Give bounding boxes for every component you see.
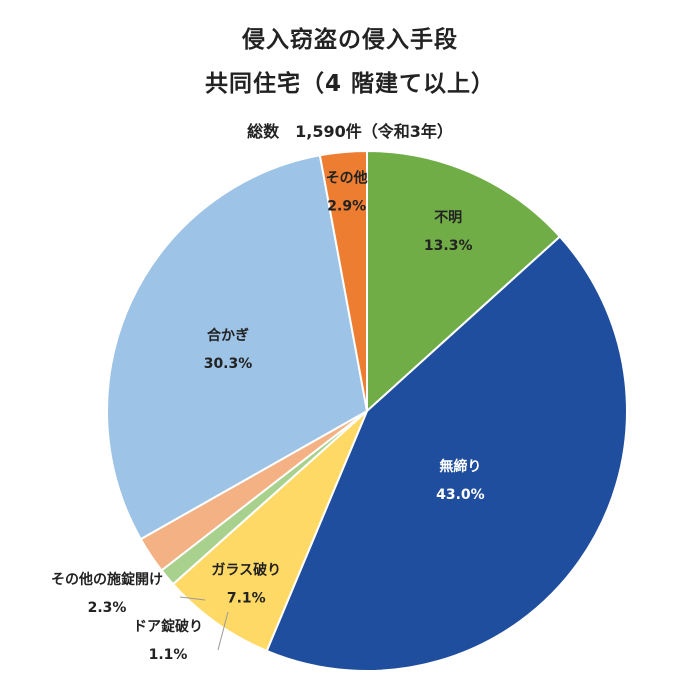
slice-value-4: 1.1% — [149, 647, 188, 663]
leader-line-5 — [179, 596, 206, 601]
slice-label-2: 無締り — [439, 458, 481, 475]
slice-labels: 不明 13.3% 無締り 43.0% ガラス破り 7.1% ドア錠破り 1.1% その他の施錠開… — [51, 169, 485, 663]
pie-slice-7 — [318, 149, 368, 412]
slice-label-1: 不明 — [434, 210, 462, 226]
slice-label-6: 合かぎ — [207, 327, 249, 344]
chart-subtitle: 総数 1,590件（令和3年） — [247, 122, 453, 141]
slice-label-7: その他 — [326, 169, 368, 186]
leader-lines — [179, 596, 229, 651]
chart-title-line2: 共同住宅（4 階建て以上） — [204, 71, 495, 97]
slice-value-2: 43.0% — [436, 487, 485, 503]
pie-slice-2 — [265, 235, 628, 672]
slice-label-4: ドア錠破り — [133, 618, 203, 635]
slice-value-7: 2.9% — [327, 198, 366, 214]
slice-value-3: 7.1% — [227, 590, 266, 606]
slice-value-5: 2.3% — [88, 600, 127, 616]
chart-title: 侵入窃盗の侵入手段 — [242, 27, 458, 53]
slice-value-1: 13.3% — [424, 238, 473, 254]
leader-line-4 — [217, 611, 229, 651]
slice-value-6: 30.3% — [204, 356, 253, 372]
pie-slice-1 — [366, 149, 562, 414]
pie-slice-3 — [171, 410, 368, 653]
pie-slice-6 — [105, 154, 369, 541]
slice-label-3: ガラス破り — [211, 561, 281, 578]
slice-label-5: その他の施錠開け — [51, 571, 163, 588]
pie-slices — [105, 149, 628, 672]
